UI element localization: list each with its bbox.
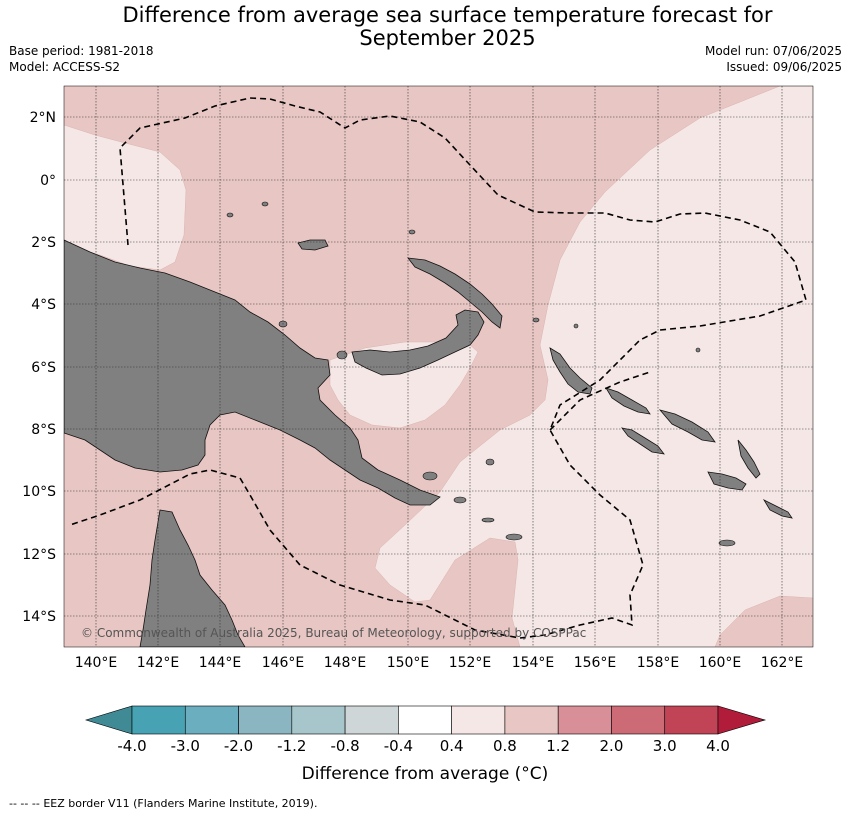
- lat-label: 10°S: [22, 484, 56, 500]
- land-solomon-makira: [762, 499, 793, 519]
- small-islands: [226, 201, 736, 547]
- colorbar-tick-label: 1.2: [546, 737, 570, 755]
- colorbar-box: [291, 705, 346, 735]
- eez-legend-text: EEZ border V11 (Flanders Marine Institut…: [43, 797, 318, 810]
- eez-line-marker: -- -- --: [9, 797, 40, 810]
- colorbar-tick-label: 2.0: [600, 737, 624, 755]
- lon-label: 150°E: [387, 655, 430, 671]
- title-line-2: September 2025: [359, 26, 536, 50]
- lat-label: 4°S: [31, 297, 56, 313]
- lon-label: 162°E: [761, 655, 804, 671]
- eez-borders: [69, 97, 807, 639]
- lat-label: 2°N: [30, 110, 56, 126]
- lat-label: 2°S: [31, 235, 56, 251]
- model-name: Model: ACCESS-S2: [9, 60, 121, 74]
- colorbar-box: [131, 705, 186, 735]
- land-bougainville: [549, 347, 593, 395]
- colorbar-extend-low: [84, 705, 133, 735]
- land-new-ireland: [407, 257, 503, 329]
- colorbar-tick-label: 4.0: [706, 737, 730, 755]
- land-new-britain: [351, 309, 485, 376]
- colorbar-tick-label: 3.0: [653, 737, 677, 755]
- lon-label: 156°E: [574, 655, 617, 671]
- lon-label: 144°E: [199, 655, 242, 671]
- eez-border-solomons: [549, 371, 651, 431]
- gridlines: [64, 86, 813, 647]
- lon-label: 158°E: [637, 655, 680, 671]
- land-solomon-malaita: [737, 439, 761, 479]
- map-title: Difference from average sea surface temp…: [0, 4, 850, 50]
- colorbar-box: [344, 705, 399, 735]
- lat-label: 0°: [40, 173, 56, 189]
- land-manus: [297, 239, 329, 251]
- lat-label: 8°S: [31, 422, 56, 438]
- lon-label: 152°E: [449, 655, 492, 671]
- legend-eez: -- -- -- EEZ border V11 (Flanders Marine…: [9, 797, 317, 810]
- colorbar-box: [184, 705, 239, 735]
- colorbar-tick-label: -1.2: [277, 737, 306, 755]
- lat-label: 6°S: [31, 360, 56, 376]
- map-frame: [63, 85, 814, 648]
- lon-label: 148°E: [324, 655, 367, 671]
- lon-label: 142°E: [137, 655, 180, 671]
- colorbar-box: [611, 705, 666, 735]
- meta-right: Model run: 07/06/2025 Issued: 09/06/2025: [705, 43, 842, 75]
- map-area: © Commonwealth of Australia 2025, Bureau…: [64, 86, 813, 647]
- base-period: Base period: 1981-2018: [9, 44, 154, 58]
- colorbar-box: [557, 705, 612, 735]
- lon-label: 146°E: [262, 655, 305, 671]
- issued-date: Issued: 09/06/2025: [726, 60, 842, 74]
- colorbar-box: [238, 705, 293, 735]
- colorbar-box: [398, 705, 452, 735]
- model-run: Model run: 07/06/2025: [704, 44, 842, 58]
- lon-axis: 140°E 142°E 144°E 146°E 148°E 150°E 152°…: [75, 655, 804, 671]
- land-solomon-choiseul: [605, 387, 651, 415]
- colorbar-box: [504, 705, 559, 735]
- colorbar-tick-label: -0.8: [330, 737, 359, 755]
- colorbar-box: [664, 705, 719, 735]
- lat-label: 14°S: [22, 609, 56, 625]
- lat-axis: 2°N 0° 2°S 4°S 6°S 8°S 10°S 12°S 14°S: [22, 110, 56, 625]
- land-solomon-isabel: [658, 409, 716, 443]
- copyright-text: © Commonwealth of Australia 2025, Bureau…: [81, 626, 586, 640]
- lon-label: 140°E: [75, 655, 118, 671]
- colorbar-tick-label: -3.0: [171, 737, 200, 755]
- colorbar-tick-label: -0.4: [384, 737, 413, 755]
- colorbar-tick-label: -2.0: [224, 737, 253, 755]
- land-cape-york: [139, 509, 246, 647]
- lat-label: 12°S: [22, 547, 56, 563]
- colorbar-tick-label: 0.8: [493, 737, 517, 755]
- lon-label: 160°E: [699, 655, 742, 671]
- colorbar-tick-label: 0.4: [440, 737, 464, 755]
- land-solomon-newgeorgia: [621, 427, 665, 455]
- colorbar-box: [451, 705, 506, 735]
- colorbar-tick-label: -4.0: [117, 737, 146, 755]
- lon-label: 154°E: [512, 655, 555, 671]
- eez-border-png: [69, 97, 807, 639]
- land-solomon-guadalcanal: [707, 471, 747, 491]
- colorbar-title: Difference from average (°C): [301, 764, 549, 784]
- anomaly-region-light-east: [374, 86, 813, 647]
- title-line-1: Difference from average sea surface temp…: [122, 3, 773, 27]
- meta-left: Base period: 1981-2018 Model: ACCESS-S2: [9, 43, 154, 75]
- colorbar-extend-high: [717, 705, 767, 735]
- colorbar: -4.0 -3.0 -2.0 -1.2 -0.8 -0.4 0.4 0.8 1.2 2.0 3.0 4…: [84, 705, 767, 755]
